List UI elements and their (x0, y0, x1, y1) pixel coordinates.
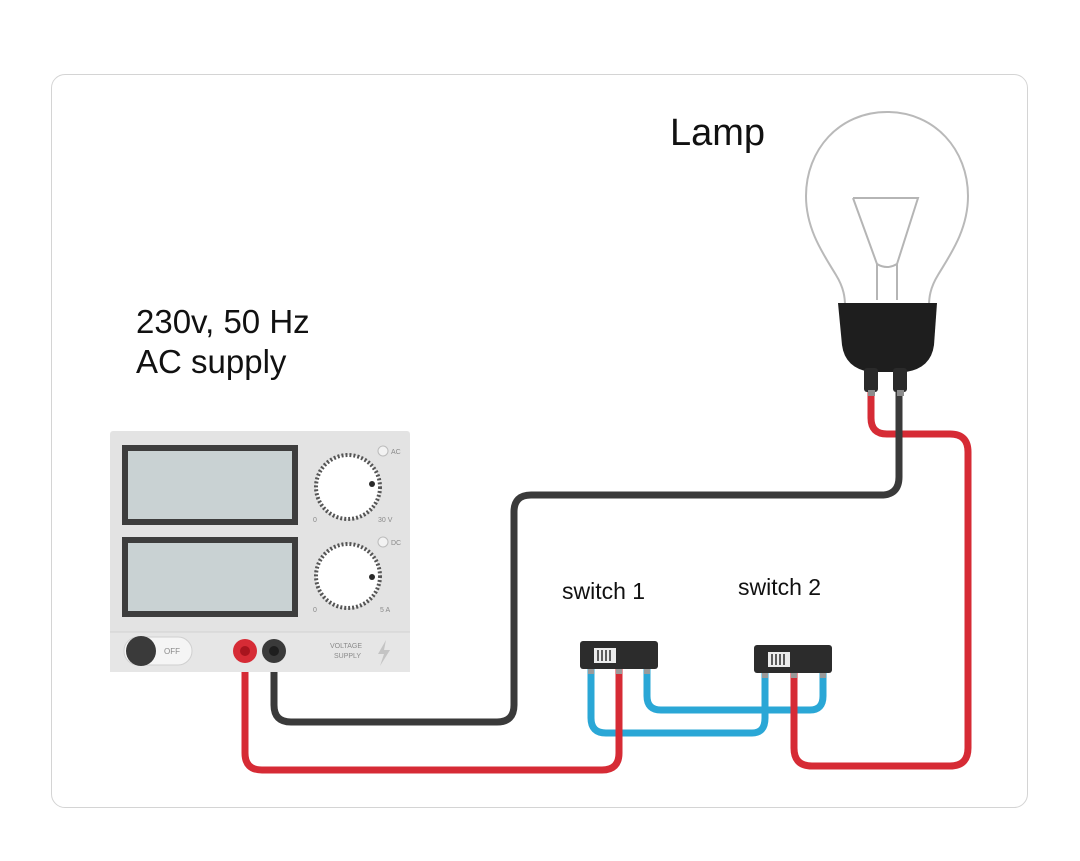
supply-label: 230v, 50 Hz AC supply (136, 302, 310, 382)
ac-indicator-label: AC (391, 449, 401, 456)
power-toggle-label[interactable]: OFF (164, 647, 180, 656)
switch-1-label: switch 1 (562, 578, 646, 604)
live-wire-supply (241, 651, 623, 774)
voltage-knob[interactable] (314, 453, 382, 521)
lamp-socket (838, 303, 937, 396)
current-knob[interactable] (314, 542, 382, 610)
link-wire-1 (587, 664, 769, 737)
knob1-max-label: 30 V (378, 517, 393, 524)
brand-line-2: SUPPLY (334, 653, 361, 660)
neutral-wire (270, 384, 903, 726)
switch-2[interactable] (754, 645, 832, 678)
brand-line-1: VOLTAGE (330, 643, 362, 650)
negative-terminal[interactable] (262, 639, 286, 663)
voltage-supply: AC DC 0 30 V 0 5 A OFF VOLTAGE SUPPLY (110, 431, 410, 672)
knob2-min-label: 0 (313, 607, 317, 614)
positive-terminal[interactable] (233, 639, 257, 663)
dc-indicator-label: DC (391, 540, 401, 547)
ac-indicator-led (377, 445, 389, 457)
link-wire-2 (643, 664, 827, 714)
lamp-bulb (804, 110, 970, 307)
lamp-label: Lamp (670, 112, 766, 154)
knob1-min-label: 0 (313, 517, 317, 524)
supply-label-line2: AC supply (136, 343, 287, 380)
dc-indicator-led (377, 536, 389, 548)
live-wire-lamp (790, 384, 972, 770)
switch-1[interactable] (580, 641, 658, 674)
knob2-max-label: 5 A (380, 607, 390, 614)
switch-2-label: switch 2 (738, 574, 822, 600)
lightning-icon (378, 640, 390, 666)
power-toggle[interactable]: OFF (123, 636, 193, 666)
supply-label-line1: 230v, 50 Hz (136, 303, 310, 340)
